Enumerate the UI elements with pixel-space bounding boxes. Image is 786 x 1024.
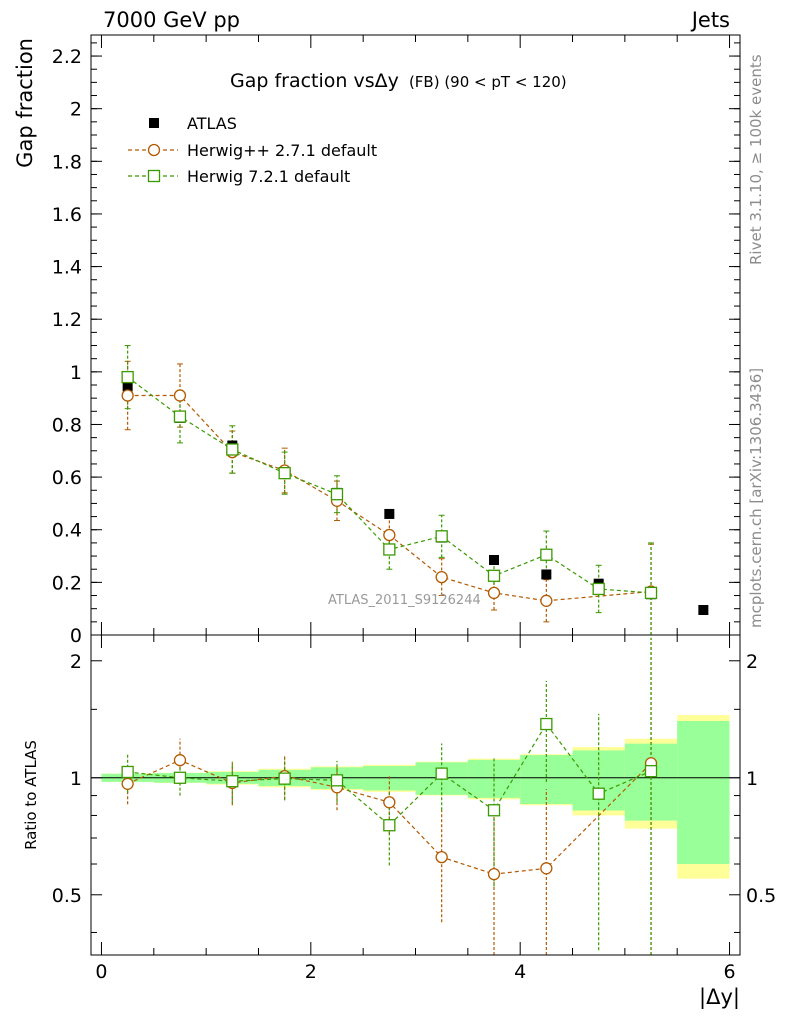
x-tick-label: 0 (95, 961, 107, 983)
legend-herwigpp-marker (147, 143, 161, 157)
legend-herwig7-label: Herwig 7.2.1 default (187, 167, 350, 186)
ratio-stat-band (572, 750, 625, 811)
atlas-data-point (489, 555, 500, 565)
herwig7-marker (540, 548, 553, 561)
herwig7-marker (226, 443, 239, 456)
y-tick-label: 1.6 (52, 204, 82, 226)
herwig7-marker (644, 586, 658, 600)
header-right: Jets (690, 8, 730, 32)
herwig7-marker (330, 488, 344, 501)
herwigpp-marker (383, 528, 396, 542)
legend-atlas-label: ATLAS (187, 114, 237, 133)
herwigpp-ratio-marker (173, 754, 187, 767)
herwigpp-ratio-marker (383, 796, 396, 809)
legend-herwigpp-label: Herwig++ 2.7.1 default (187, 141, 377, 160)
herwig7-ratio-marker (435, 767, 448, 780)
herwig7-ratio-marker (644, 765, 658, 778)
legend-herwig7-marker (147, 169, 161, 183)
herwig7-ratio-line (127, 722, 652, 827)
herwig7-ratio-marker (487, 804, 501, 817)
ratio-tick-label: 0.5 (52, 885, 82, 907)
herwig7-marker (487, 569, 501, 582)
herwigpp-ratio-marker (435, 850, 448, 864)
side-label-bottom: mcplots.cern.ch [arXiv:1306.3436] (747, 368, 765, 628)
herwig7-marker (435, 530, 448, 543)
ratio-tick-label-right: 2 (746, 651, 758, 673)
atlas-data-point (122, 381, 133, 392)
herwigpp-ratio-marker (121, 777, 134, 790)
x-axis-label: |Δy| (699, 985, 740, 1010)
y-tick-label: 0.6 (52, 467, 82, 489)
herwigpp-marker (435, 570, 448, 584)
herwigpp-ratio-marker (540, 862, 553, 875)
side-label-top: Rivet 3.1.10, ≥ 100k events (747, 54, 765, 265)
y-tick-label: 2.2 (52, 46, 82, 68)
atlas-data-point (384, 508, 395, 519)
header-left: 7000 GeV pp (103, 8, 240, 32)
ratio-panel: 0 2 4 6 0.5 0.5 1 1 2 2 (52, 635, 776, 983)
ratio-y-axis-label: Ratio to ATLAS (22, 740, 40, 850)
ratio-tick-label-right: 0.5 (746, 885, 776, 907)
herwigpp-ratio-line (127, 759, 652, 875)
y-tick-label: 1.4 (52, 257, 82, 279)
y-tick-label: 0 (70, 625, 82, 647)
watermark: ATLAS_2011_S9126244 (328, 593, 481, 608)
herwig7-ratio-marker (278, 772, 291, 785)
herwigpp-ratio-marker (487, 868, 501, 881)
herwigpp-marker (121, 389, 134, 402)
ratio-tick-label-right: 1 (746, 768, 758, 790)
legend: ATLAS Herwig++ 2.7.1 default Herwig 7.2.1 … (128, 114, 377, 186)
chart-title-suffix: (FB) (90 < pT < 120) (409, 73, 567, 91)
herwigpp-marker (540, 594, 553, 607)
y-tick-label: 0.8 (52, 414, 82, 436)
herwig7-ratio-marker (540, 717, 553, 731)
herwig7-ratio-marker (592, 787, 605, 800)
y-tick-label: 1.8 (52, 151, 82, 173)
herwig7-ratio-marker (121, 765, 134, 779)
ratio-tick-label: 2 (70, 651, 82, 673)
herwig7-marker (592, 582, 605, 596)
atlas-data-point (698, 605, 709, 615)
legend-atlas-marker (149, 118, 159, 128)
herwigpp-marker (487, 586, 501, 600)
x-tick-label: 6 (723, 961, 735, 983)
ratio-tick-label: 1 (70, 768, 82, 790)
y-axis-label: Gap fraction (13, 38, 37, 168)
y-tick-label: 2 (70, 99, 82, 121)
ratio-stat-band (677, 720, 730, 865)
herwig7-marker (173, 410, 187, 423)
herwig7-line (127, 376, 652, 594)
herwig7-ratio-marker (330, 774, 344, 787)
chart-title-main: Gap fraction vsΔy (230, 70, 399, 92)
herwig7-ratio-marker (226, 775, 239, 788)
x-tick-label: 2 (305, 961, 317, 983)
herwig7-ratio-marker (383, 819, 396, 832)
atlas-data-point (541, 569, 552, 580)
y-tick-label: 1.2 (52, 309, 82, 331)
herwig7-ratio-marker (173, 771, 187, 784)
y-tick-label: 0.4 (52, 520, 82, 542)
herwigpp-line (127, 394, 652, 602)
y-tick-label: 0.2 (52, 572, 82, 594)
main-panel: 0 0.2 0.4 0.6 0.8 1 1.2 1.4 1.6 1.8 2 2.2 (52, 35, 740, 647)
herwigpp-marker (173, 389, 187, 402)
ratio-frame (90, 634, 741, 956)
herwig7-marker (121, 370, 134, 384)
y-tick-label: 1 (70, 362, 82, 384)
herwig7-marker (278, 467, 291, 480)
x-tick-label: 4 (514, 961, 526, 983)
herwig7-marker (383, 543, 396, 556)
chart-title: Gap fraction vsΔy (FB) (90 < pT < 120) (230, 70, 567, 92)
